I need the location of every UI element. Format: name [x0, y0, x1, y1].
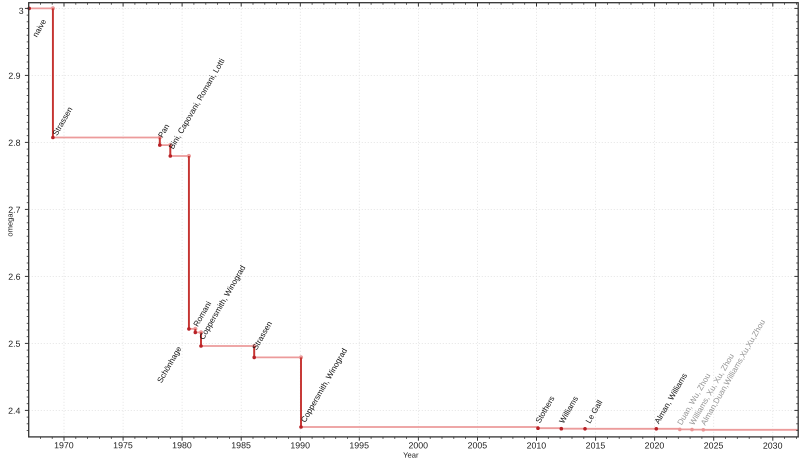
svg-text:2025: 2025	[704, 441, 724, 451]
svg-text:2030: 2030	[763, 441, 783, 451]
svg-text:2.8: 2.8	[8, 138, 20, 148]
svg-text:2010: 2010	[527, 440, 547, 450]
svg-text:1995: 1995	[349, 440, 369, 450]
svg-text:2.5: 2.5	[8, 339, 20, 349]
svg-text:2005: 2005	[468, 440, 488, 450]
svg-text:2015: 2015	[586, 440, 606, 450]
svg-text:2.4: 2.4	[8, 406, 20, 416]
svg-text:2000: 2000	[408, 440, 428, 450]
svg-text:1970: 1970	[54, 440, 74, 450]
svg-text:1990: 1990	[290, 440, 310, 450]
svg-text:1985: 1985	[231, 440, 251, 450]
svg-text:omega: omega	[6, 213, 15, 237]
svg-text:Year: Year	[403, 451, 419, 460]
svg-text:2020: 2020	[645, 441, 665, 451]
svg-text:1980: 1980	[172, 440, 192, 450]
svg-text:3: 3	[19, 6, 24, 16]
svg-text:2.9: 2.9	[8, 71, 20, 81]
svg-text:2.6: 2.6	[8, 272, 20, 282]
svg-text:2.7: 2.7	[8, 205, 20, 215]
svg-text:1975: 1975	[113, 440, 133, 450]
